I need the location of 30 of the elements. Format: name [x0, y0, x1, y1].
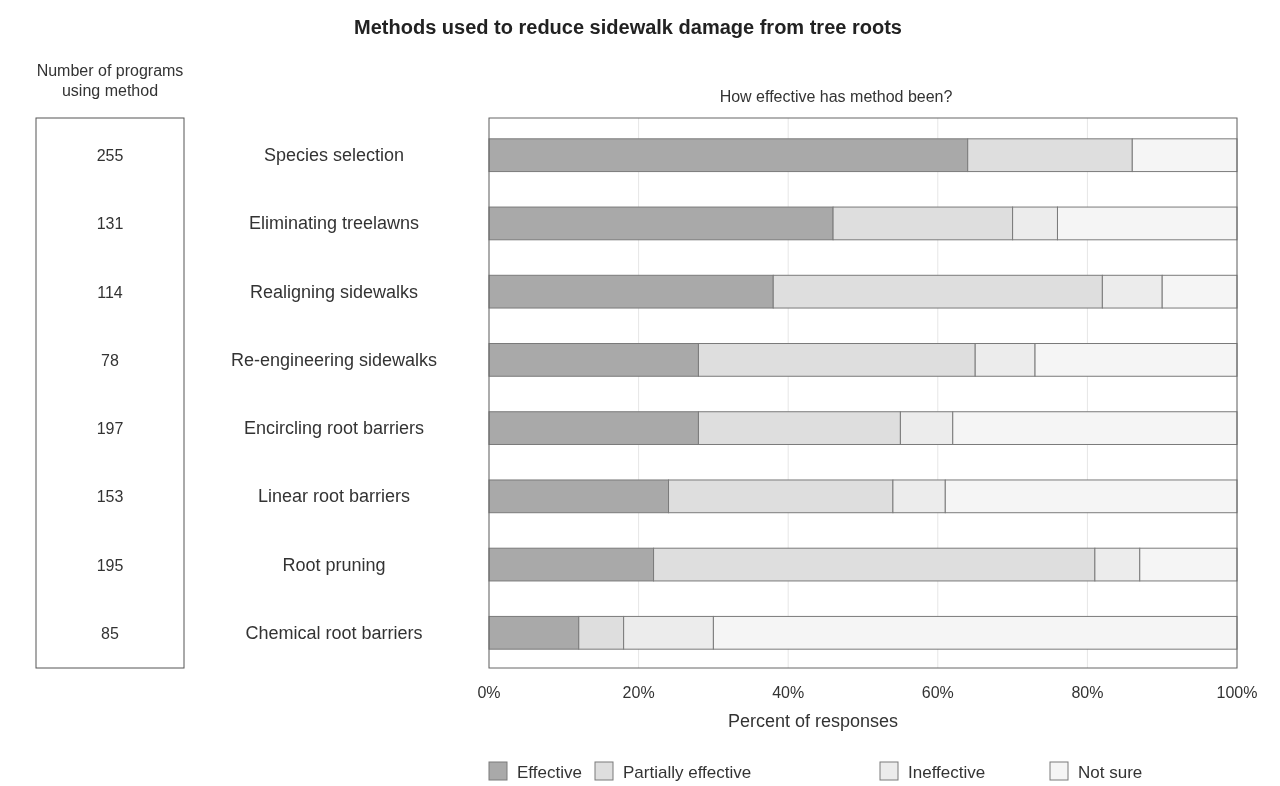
y-tick-label: Root pruning: [282, 554, 386, 575]
text: Number of programs using method: [36, 62, 184, 99]
legend-label: Not sure: [1078, 763, 1143, 782]
y-tick-label: Realigning sidewalks: [249, 281, 419, 302]
y-tick-label: Re-engineering sidewalks: [230, 349, 438, 370]
x-tick-label: 60%: [921, 684, 954, 701]
chart-subtitle: How effective has method been?: [719, 88, 953, 105]
legend-label: Partially effective: [623, 763, 752, 782]
chart-title: Methods used to reduce sidewalk damage from tree roots: [354, 16, 902, 38]
legend-label: Effective: [517, 763, 582, 782]
data-label: 197: [96, 420, 124, 438]
legend-label: Ineffective: [908, 763, 986, 782]
x-tick-label: 40%: [772, 684, 805, 701]
x-axis-title: Percent of responses: [727, 711, 899, 731]
x-tick-label: 100%: [1216, 684, 1258, 701]
data-label: 114: [97, 283, 123, 301]
data-label: 153: [96, 488, 124, 506]
data-label: 85: [101, 624, 119, 642]
x-tick-label: 20%: [622, 684, 655, 701]
y-tick-label: Encircling root barriers: [243, 418, 425, 439]
data-label: 78: [101, 351, 119, 369]
data-label: 255: [96, 147, 124, 165]
data-label: 131: [96, 215, 124, 233]
y-tick-label: Species selection: [263, 145, 405, 166]
y-tick-label: Linear root barriers: [257, 486, 411, 507]
x-tick-label: 80%: [1071, 684, 1104, 701]
data-label: 195: [96, 556, 124, 574]
y-tick-label: Eliminating treelawns: [248, 213, 420, 234]
x-tick-label: 0%: [477, 684, 501, 701]
y-tick-label: Chemical root barriers: [245, 622, 423, 643]
